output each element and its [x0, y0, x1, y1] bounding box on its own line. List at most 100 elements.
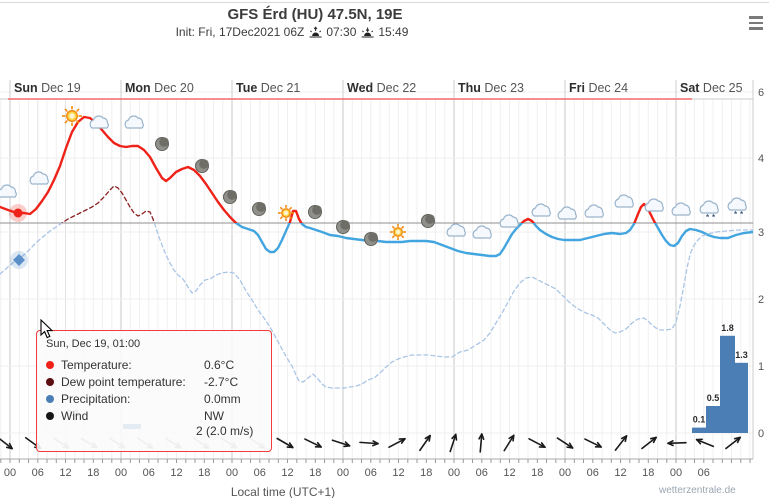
tooltip-row-temperature: Temperature: 0.6°C: [46, 356, 262, 373]
wind-arrow-icon: [419, 434, 431, 452]
right-axis-label: 6: [758, 87, 764, 99]
x-axis-label: 12: [59, 467, 71, 479]
wind-arrow-icon: [388, 437, 406, 449]
moon-icon: [155, 137, 169, 151]
moon-icon: [308, 205, 322, 219]
wind-dot-icon: [46, 411, 54, 420]
x-axis-label: 00: [559, 467, 571, 479]
cloud-snow-icon: * *: [727, 197, 747, 219]
sun-icon: [62, 106, 82, 126]
precipitation-dot-icon: [46, 394, 54, 403]
cloud-icon: [29, 171, 49, 185]
tooltip-label: Temperature:: [61, 357, 132, 372]
hamburger-icon[interactable]: [746, 13, 766, 33]
wind-arrow-icon: [503, 434, 515, 452]
sunrise-icon: [309, 25, 322, 37]
wind-arrow-icon: [528, 437, 546, 449]
dewpoint-dot-icon: [46, 377, 54, 386]
tooltip: Sun, Dec 19, 01:00 Temperature: 0.6°C De…: [36, 330, 272, 452]
sunset-time: 15:49: [378, 25, 409, 39]
precip-bar-label: 1.3: [735, 350, 748, 360]
wind-arrow-icon: [667, 440, 687, 447]
x-axis-label: 06: [365, 467, 377, 479]
wind-arrow-icon: [304, 438, 322, 448]
wind-arrow-icon: [695, 438, 715, 448]
tooltip-label: Precipitation:: [61, 391, 131, 406]
moon-icon: [195, 159, 209, 173]
cloud-icon: [614, 194, 634, 208]
sunset-icon: [361, 27, 374, 37]
precip-bar: [692, 427, 706, 433]
tooltip-row-wind: Wind NW: [46, 407, 262, 424]
tooltip-value: NW: [204, 408, 224, 423]
top-divider: [0, 2, 769, 3]
cloud-icon: [124, 115, 144, 129]
x-axis-label: 00: [670, 467, 682, 479]
wind-arrow-icon: [331, 439, 351, 448]
cloud-icon: [446, 223, 466, 237]
svg-text:*: *: [740, 210, 744, 219]
cloud-icon: [671, 202, 691, 216]
tooltip-datetime: Sun, Dec 19, 01:00: [46, 338, 141, 350]
dew_point-curve: [0, 223, 753, 389]
cloud-icon: [0, 184, 17, 198]
x-axis-label: 06: [32, 467, 44, 479]
cloud-icon: [531, 203, 551, 217]
precip-bar: [735, 362, 748, 433]
wind-arrow-icon: [0, 438, 13, 450]
tooltip-label: Wind: [61, 408, 89, 423]
right-axis-label: 1: [758, 361, 764, 373]
x-axis-label: 06: [587, 467, 599, 479]
x-axis-label: 18: [309, 467, 321, 479]
tooltip-row-precipitation: Precipitation: 0.0mm: [46, 390, 262, 407]
x-axis-label: 06: [476, 467, 488, 479]
right-axis-label: 4: [758, 153, 764, 165]
wind-arrow-icon: [614, 435, 628, 451]
x-axis-label: 18: [531, 467, 543, 479]
x-axis-label: 00: [115, 467, 127, 479]
wind-arrow-icon: [641, 436, 657, 450]
wind-arrow-icon: [449, 433, 458, 453]
x-axis-label: 06: [698, 467, 710, 479]
moon-icon: [364, 232, 378, 246]
watermark-link: wetterzentrale.de: [659, 485, 736, 496]
moon-icon: [421, 214, 435, 228]
tooltip-row-dewpoint: Dew point temperature: -2.7°C: [46, 373, 262, 390]
cloud-icon: [557, 206, 577, 220]
sun-icon: [278, 205, 294, 221]
day-label: Sat Dec 25: [680, 81, 743, 95]
x-axis-label: 06: [143, 467, 155, 479]
precip-bar: [706, 406, 720, 433]
x-axis-title: Local time (UTC+1): [231, 485, 335, 498]
sunrise-time: 07:30: [326, 25, 357, 39]
x-axis-label: 18: [87, 467, 99, 479]
moon-icon: [223, 190, 237, 204]
tooltip-label: Dew point temperature:: [61, 374, 186, 389]
precip-bar-label: 0.5: [707, 393, 720, 403]
x-axis-label: 12: [392, 467, 404, 479]
day-label: Fri Dec 24: [569, 81, 628, 95]
day-label: Wed Dec 22: [347, 81, 416, 95]
temp-marker: [13, 208, 23, 218]
temperature-dot-icon: [46, 360, 54, 369]
mouse-cursor-icon: [40, 319, 54, 339]
tooltip-value: 0.6°C: [204, 357, 235, 372]
x-axis-label: 18: [420, 467, 432, 479]
cloud-snow-icon: * *: [699, 200, 719, 222]
day-label: Sun Dec 19: [14, 81, 81, 95]
x-axis-label: 00: [448, 467, 460, 479]
cloud-icon: [472, 225, 492, 239]
svg-text:*: *: [712, 213, 716, 222]
x-axis-label: 12: [170, 467, 182, 479]
svg-text:*: *: [734, 210, 738, 219]
right-axis-label: 2: [758, 294, 764, 306]
wind-arrow-icon: [725, 436, 741, 450]
svg-text:*: *: [706, 213, 710, 222]
x-axis-label: 18: [198, 467, 210, 479]
tooltip-value: -2.7°C: [204, 374, 239, 389]
wind-arrow-icon: [276, 437, 294, 449]
temperature-curve: [0, 115, 657, 223]
moon-icon: [252, 202, 266, 216]
day-label: Mon Dec 20: [125, 81, 194, 95]
